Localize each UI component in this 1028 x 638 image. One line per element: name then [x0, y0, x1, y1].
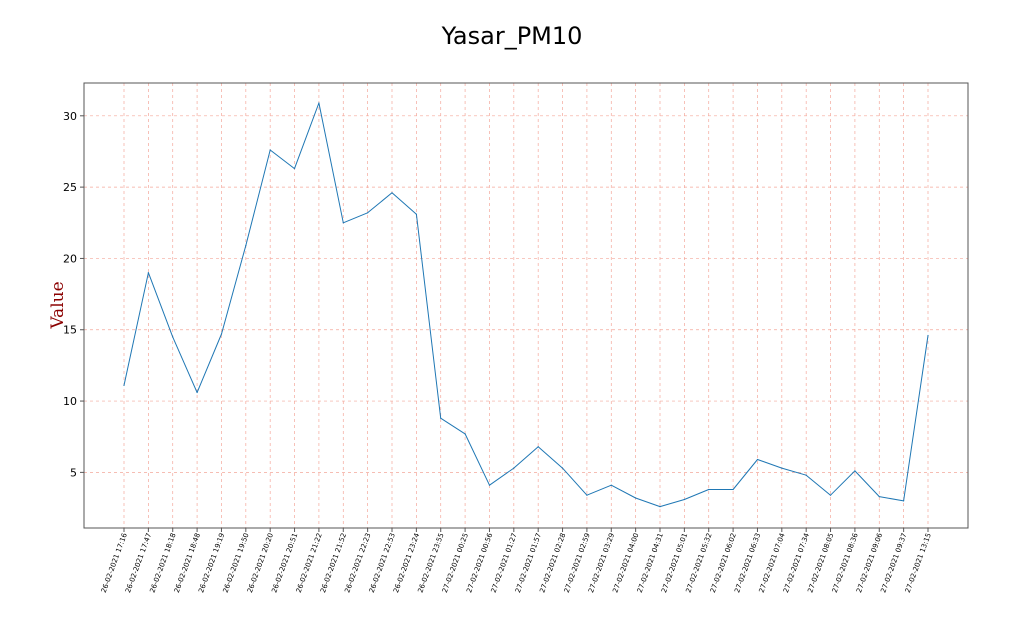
data-point: [464, 433, 466, 435]
data-point: [391, 192, 393, 194]
x-tick-label: 27-02-2021 08:05: [806, 532, 835, 594]
x-tick-label: 26-02-2021 21:52: [319, 532, 348, 594]
x-tick-label: 26-02-2021 23:24: [392, 531, 421, 594]
x-tick-label: 27-02-2021 06:33: [733, 532, 762, 594]
x-tick-label: 27-02-2021 07:04: [758, 531, 787, 594]
data-point: [561, 467, 564, 469]
data-point: [196, 391, 198, 394]
data-point: [683, 498, 686, 501]
x-tick-label: 27-02-2021 08:36: [831, 531, 860, 594]
x-tick-label: 26-02-2021 22:53: [368, 532, 397, 594]
x-tick-label: 26-02-2021 20:51: [270, 532, 299, 594]
x-tick-label: 27-02-2021 01:27: [490, 532, 519, 594]
data-point: [318, 102, 320, 104]
x-tick-label: 27-02-2021 02:28: [538, 532, 567, 594]
x-tick-label: 27-02-2021 01:57: [514, 532, 543, 594]
grid: [84, 83, 968, 528]
x-tick-label: 26-02-2021 18:48: [173, 532, 202, 594]
data-point: [537, 446, 539, 448]
data-point: [781, 467, 783, 469]
x-tick-label: 27-02-2021 04:00: [611, 532, 640, 594]
data-point: [829, 494, 832, 496]
y-tick-label: 30: [63, 110, 77, 123]
x-tick-label: 27-02-2021 03:29: [587, 532, 616, 594]
x-tick-label: 27-02-2021 00:56: [465, 531, 494, 594]
x-tick-label: 26-02-2021 20:20: [246, 532, 275, 594]
series-line: [123, 102, 929, 508]
x-tick-label: 27-02-2021 05:32: [685, 532, 714, 594]
series-layer: [123, 102, 929, 508]
x-tick-label: 27-02-2021 02:59: [563, 532, 592, 594]
data-point: [440, 417, 442, 419]
y-tick-label: 15: [63, 324, 77, 337]
data-point: [927, 334, 929, 337]
data-point: [732, 488, 734, 491]
data-point: [513, 467, 515, 469]
data-point: [220, 333, 223, 335]
chart-title: Yasar_PM10: [441, 22, 583, 50]
x-tick-label: 26-02-2021 18:18: [149, 532, 178, 594]
y-tick-label: 5: [70, 466, 77, 479]
y-tick-label: 25: [63, 181, 77, 194]
data-point: [245, 245, 247, 247]
y-tick-label: 10: [63, 395, 77, 408]
x-tick-label: 27-02-2021 05:01: [660, 532, 689, 594]
data-point: [586, 494, 588, 496]
data-point: [635, 497, 637, 499]
x-tick-label: 26-02-2021 17:47: [124, 532, 153, 594]
x-tick-label: 27-02-2021 04:31: [636, 532, 665, 594]
data-point: [172, 336, 174, 338]
x-tick-label: 26-02-2021 19:50: [222, 532, 251, 594]
data-point: [367, 212, 369, 214]
x-tick-label: 27-02-2021 00:25: [441, 532, 470, 594]
data-point: [805, 474, 807, 476]
x-tick-label: 27-02-2021 09:06: [855, 531, 884, 594]
x-tick-label: 26-02-2021 17:16: [100, 531, 129, 594]
x-tick-label: 27-02-2021 13:15: [904, 532, 933, 594]
x-tick-label: 27-02-2021 07:34: [782, 531, 811, 594]
data-point: [293, 168, 296, 170]
data-point: [854, 470, 856, 472]
x-tick-label: 27-02-2021 06:02: [709, 532, 738, 594]
x-tick-label: 26-02-2021 23:55: [417, 532, 446, 594]
data-point: [342, 222, 344, 224]
data-point: [415, 213, 417, 215]
data-point: [269, 149, 271, 151]
y-tick-label: 20: [63, 252, 77, 265]
data-point: [123, 384, 125, 386]
x-tick-label: 26-02-2021 22:23: [343, 532, 372, 594]
data-point: [756, 458, 759, 461]
data-point: [488, 484, 491, 486]
y-axis-label: Value: [48, 281, 68, 329]
data-point: [708, 488, 710, 491]
x-tick-label: 26-02-2021 21:22: [295, 532, 324, 594]
x-tick-label: 26-02-2021 19:19: [197, 532, 226, 594]
x-tick-label: 27-02-2021 09:37: [879, 532, 908, 594]
plot-area-frame: [83, 82, 969, 529]
data-point: [659, 506, 661, 508]
data-point: [878, 496, 880, 498]
y-axis-ticks: 5 10 15 20 25 30: [63, 110, 84, 479]
data-point: [903, 500, 905, 502]
data-point: [610, 484, 612, 486]
data-point: [147, 272, 149, 274]
